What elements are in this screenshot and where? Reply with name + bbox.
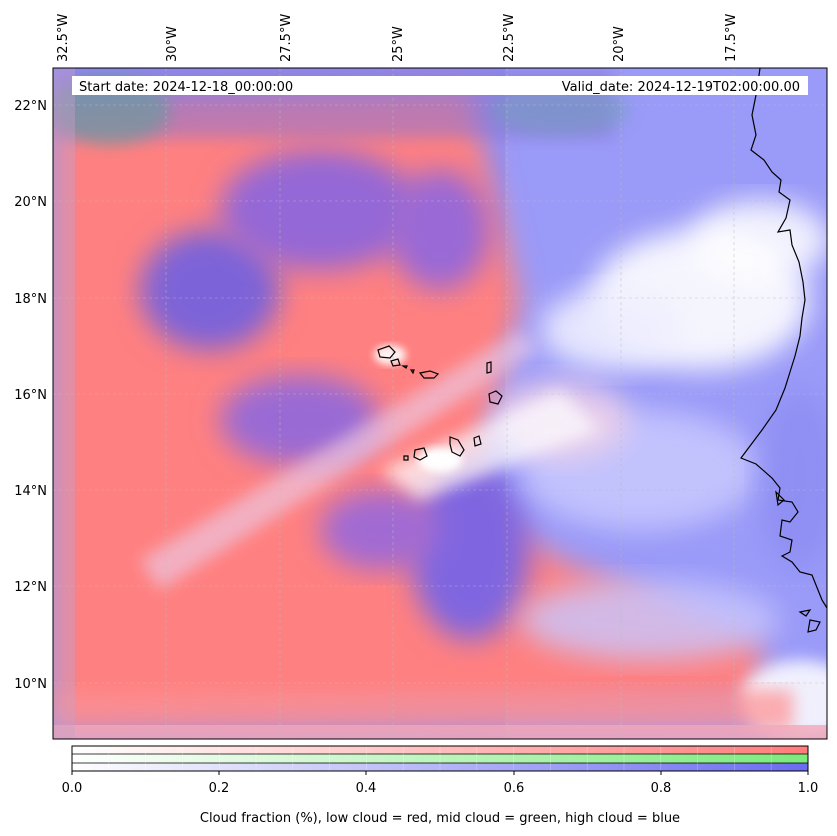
african-coastline <box>740 68 827 609</box>
colorbar: 0.0 0.2 0.4 0.6 0.8 1.0 Cloud fraction (… <box>62 745 819 826</box>
island-maio <box>473 435 482 447</box>
colorbar-tick-label: 0.4 <box>356 781 377 796</box>
lat-label: 16°N <box>14 388 47 403</box>
colorbar-mid-strip <box>72 754 808 763</box>
island-fogo <box>413 447 428 461</box>
lat-label: 10°N <box>14 677 47 692</box>
colorbar-low-strip <box>72 746 808 754</box>
colorbar-tick-label: 1.0 <box>798 781 819 796</box>
start-date-label: Start date: 2024-12-18_00:00:00 <box>79 80 293 95</box>
valid-date-label: Valid_date: 2024-12-19T02:00:00.00 <box>562 80 800 95</box>
map-frame <box>52 67 828 740</box>
colorbar-label: Cloud fraction (%), low cloud = red, mid… <box>200 811 680 826</box>
lat-label: 18°N <box>14 292 47 307</box>
lat-label: 14°N <box>14 484 47 499</box>
colorbar-tick-label: 0.8 <box>651 781 672 796</box>
longitude-labels: 32.5°W 30°W 27.5°W 25°W 22.5°W 20°W 17.5… <box>56 14 739 62</box>
island-santiago <box>449 436 465 457</box>
colorbar-tick-label: 0.6 <box>504 781 525 796</box>
lon-label: 20°W <box>612 26 627 62</box>
colorbar-tick-label: 0.2 <box>209 781 230 796</box>
island-boa-vista <box>488 390 503 405</box>
cloud-field <box>53 68 827 739</box>
info-banner <box>72 76 808 95</box>
lat-label: 22°N <box>14 99 47 114</box>
island-sao-nicolau <box>418 370 440 379</box>
lon-label: 17.5°W <box>724 14 739 62</box>
colorbar-frame <box>71 745 809 772</box>
island-brava <box>403 455 409 461</box>
gridlines <box>53 68 827 739</box>
island-sal <box>486 361 492 374</box>
lon-label: 30°W <box>165 26 180 62</box>
lon-label: 25°W <box>391 26 406 62</box>
lon-label: 32.5°W <box>56 14 71 62</box>
lon-label: 22.5°W <box>502 14 517 62</box>
lon-label: 27.5°W <box>279 14 294 62</box>
lat-label: 20°N <box>14 195 47 210</box>
coastlines <box>740 68 827 633</box>
colorbar-tick-label: 0.0 <box>62 781 83 796</box>
island-santo-antao <box>377 345 396 359</box>
colorbar-high-strip <box>72 763 808 771</box>
latitude-labels: 22°N 20°N 18°N 16°N 14°N 12°N 10°N <box>14 99 47 692</box>
lat-label: 12°N <box>14 580 47 595</box>
island-sao-vicente <box>390 358 401 367</box>
cape-verde-islands <box>377 345 503 461</box>
